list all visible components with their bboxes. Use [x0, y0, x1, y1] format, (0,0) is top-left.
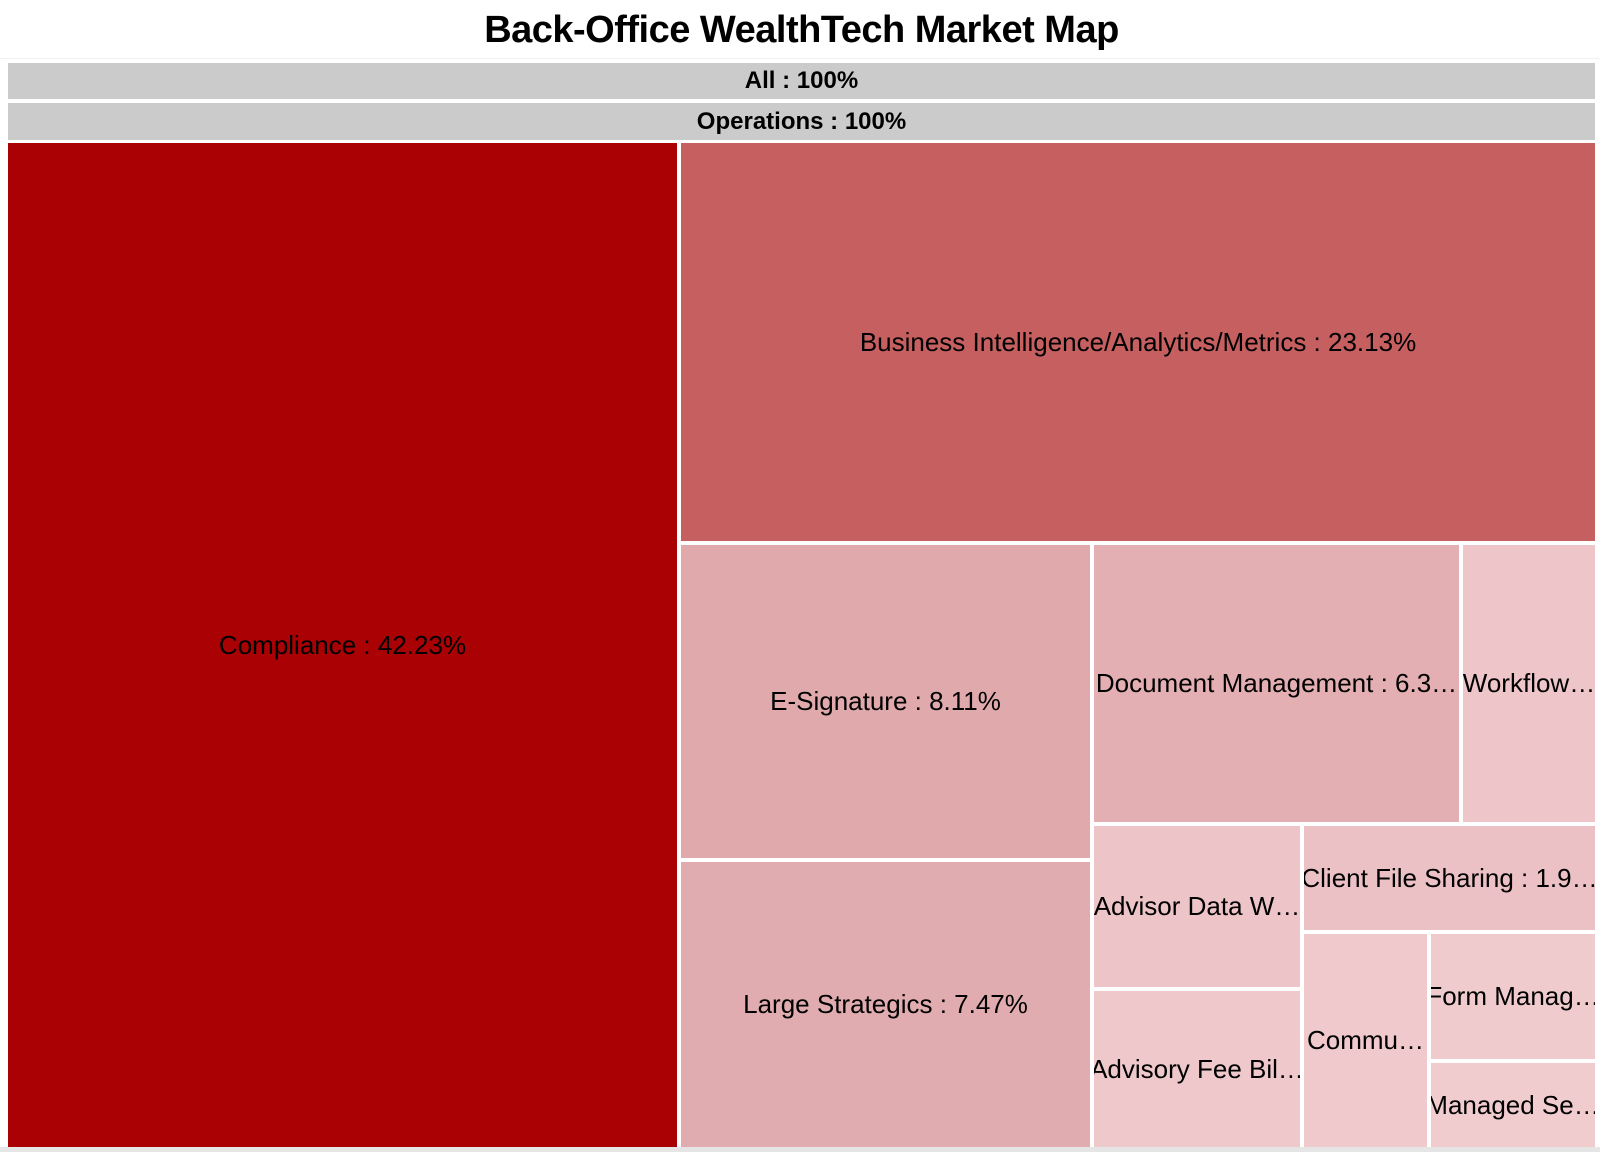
tile-form-management[interactable]: Form Manag… [1431, 934, 1595, 1059]
tile-communications[interactable]: Commu… [1304, 934, 1427, 1147]
tile-advisory-fee-billing[interactable]: Advisory Fee Bil… [1094, 991, 1300, 1147]
tile-label: E-Signature : 8.11% [770, 686, 1001, 716]
bottom-edge [0, 1147, 1600, 1152]
page-title: Back-Office WealthTech Market Map [484, 9, 1119, 51]
tile-managed-services[interactable]: Managed Se… [1431, 1063, 1595, 1147]
tile-label: Advisory Fee Bil… [1094, 1053, 1300, 1084]
tile-label: Document Management : 6.3… [1095, 668, 1458, 698]
tile-client-file-sharing[interactable]: Client File Sharing : 1.9… [1304, 826, 1595, 930]
tile-label: Workflow… [1463, 668, 1595, 698]
tile-label: Large Strategics : 7.47% [743, 989, 1028, 1019]
tile-label: Commu… [1307, 1025, 1425, 1055]
tile-label: Managed Se… [1431, 1089, 1595, 1120]
tile-label: Compliance : 42.23% [218, 629, 467, 660]
tile-label: Business Intelligence/Analytics/Metrics … [859, 326, 1417, 357]
tile-label: Client File Sharing : 1.9… [1304, 862, 1595, 893]
breadcrumb-operations[interactable]: Operations : 100% [8, 103, 1595, 140]
breadcrumb-all[interactable]: All : 100% [8, 63, 1595, 99]
tile-document-management[interactable]: Document Management : 6.3… [1094, 545, 1459, 822]
tile-business-intelligence[interactable]: Business Intelligence/Analytics/Metrics … [681, 143, 1595, 541]
tile-compliance[interactable]: Compliance : 42.23% [8, 143, 677, 1147]
tile-e-signature[interactable]: E-Signature : 8.11% [681, 545, 1090, 858]
tile-large-strategics[interactable]: Large Strategics : 7.47% [681, 862, 1090, 1147]
header-divider [0, 58, 1600, 59]
tile-label: Form Manag… [1431, 981, 1595, 1011]
tile-label: Advisor Data W… [1094, 891, 1300, 921]
tile-advisor-data[interactable]: Advisor Data W… [1094, 826, 1300, 987]
tile-workflow[interactable]: Workflow… [1463, 545, 1595, 822]
